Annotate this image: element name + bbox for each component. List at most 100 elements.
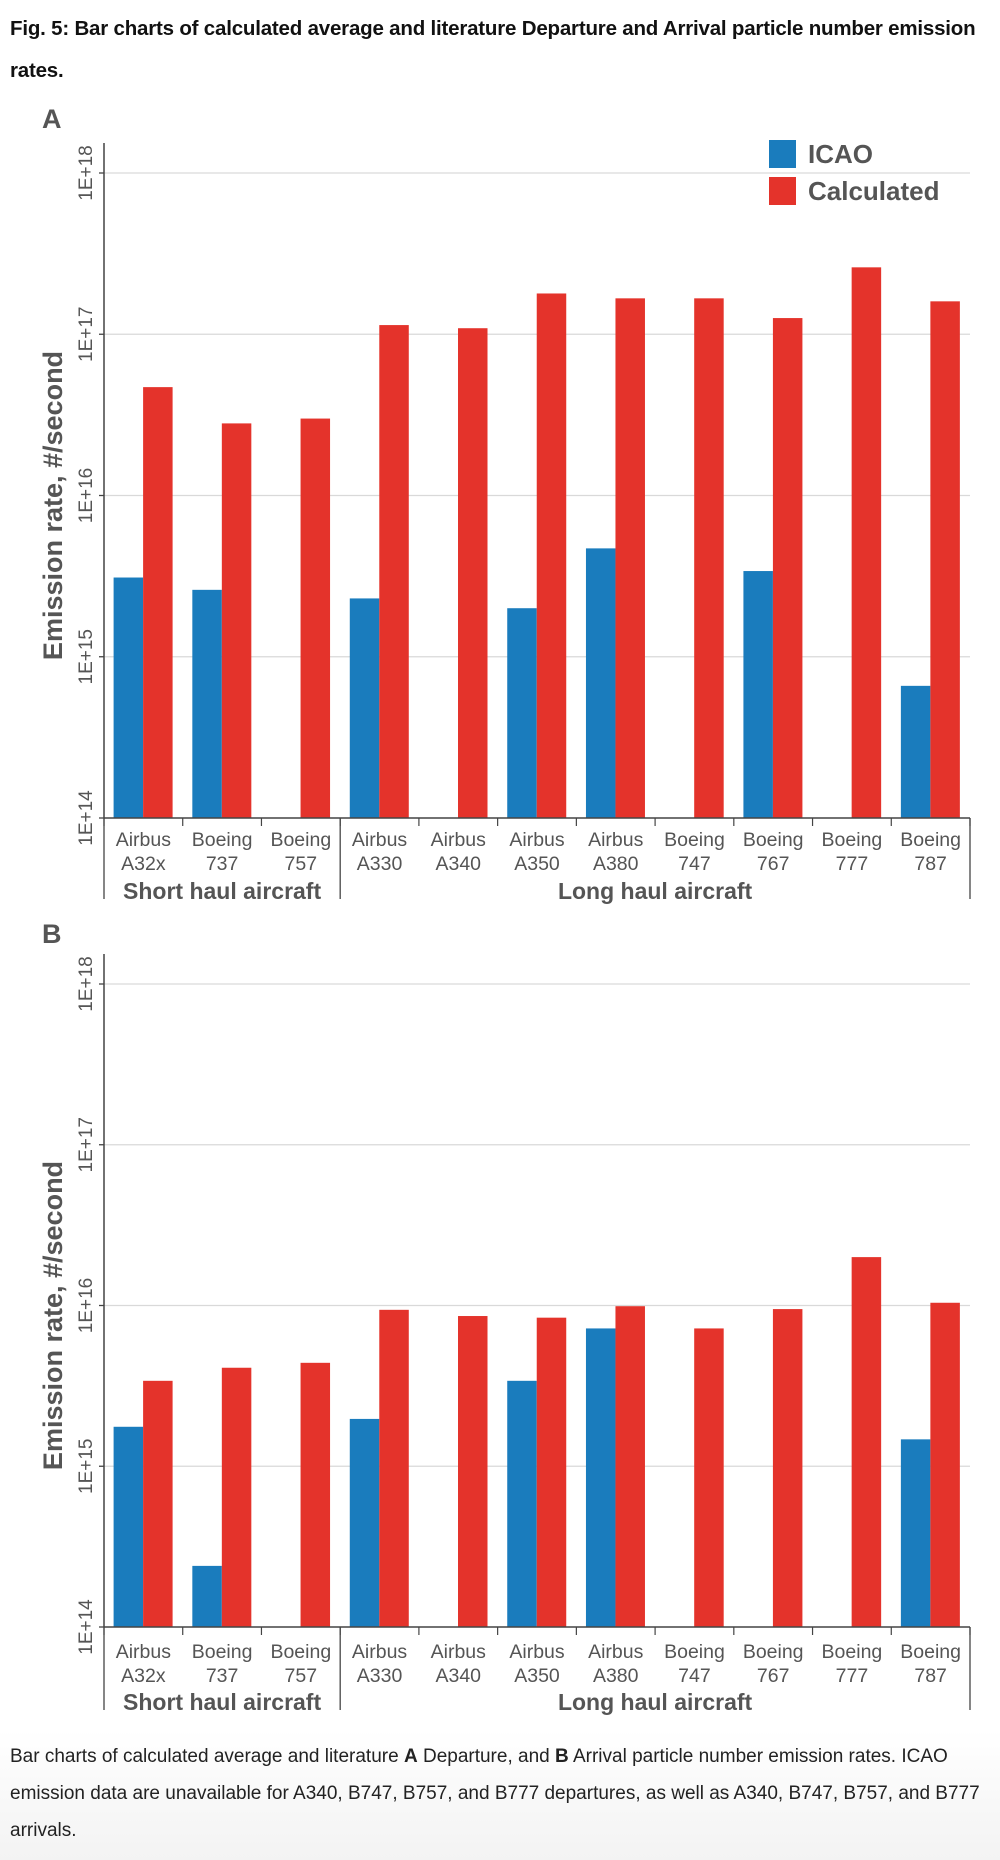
caption-panel-a: A: [403, 1746, 418, 1767]
y-axis-label: Emission rate, #/second: [38, 351, 68, 660]
category-label-line2: A340: [435, 853, 481, 875]
bar-calculated: [221, 1367, 252, 1627]
y-tick-label: 1E+17: [76, 1117, 97, 1172]
category-label-line1: Boeing: [822, 829, 883, 851]
category-label-line2: 767: [757, 853, 790, 875]
panel-label: B: [42, 919, 62, 949]
y-tick-label: 1E+16: [76, 1278, 97, 1333]
bar-icao: [900, 685, 931, 818]
caption-text: Departure, and: [417, 1746, 555, 1767]
y-tick-label: 1E+14: [76, 790, 97, 846]
category-label-line2: 757: [285, 1665, 318, 1687]
bar-icao: [507, 1380, 537, 1627]
category-label-line1: Boeing: [270, 829, 331, 851]
bar-icao: [192, 1565, 222, 1627]
y-axis-label: Emission rate, #/second: [38, 1161, 68, 1470]
bar-calculated: [143, 1380, 173, 1627]
category-label-line1: Boeing: [900, 829, 961, 851]
bar-icao: [585, 548, 616, 818]
caption-text: Arrival particle number emission rates. …: [10, 1746, 980, 1841]
category-label-line1: Airbus: [431, 1641, 487, 1663]
category-label-line1: Boeing: [664, 1641, 725, 1663]
bar-calculated: [221, 423, 252, 818]
y-tick-label: 1E+15: [76, 629, 97, 684]
legend-swatch-icao: [769, 140, 796, 168]
category-label-line2: 787: [914, 1665, 947, 1687]
category-label-line1: Boeing: [900, 1641, 961, 1663]
category-label-line1: Boeing: [192, 1641, 253, 1663]
bar-calculated: [300, 1362, 331, 1627]
category-label-line1: Boeing: [822, 1641, 883, 1663]
category-label-line2: 747: [678, 1665, 711, 1687]
bar-icao: [192, 589, 222, 818]
bar-calculated: [930, 301, 960, 818]
category-label-line1: Boeing: [743, 829, 804, 851]
y-tick-label: 1E+14: [76, 1599, 97, 1655]
bar-calculated: [694, 298, 724, 818]
bar-icao: [743, 571, 773, 818]
category-label-line2: A380: [593, 1665, 639, 1687]
bar-calculated: [458, 1316, 488, 1627]
bar-calculated: [930, 1302, 960, 1627]
legend-label: Calculated: [808, 176, 940, 206]
category-label-line2: 737: [206, 853, 239, 875]
category-label-line2: A380: [593, 853, 639, 875]
category-label-line1: Airbus: [116, 1641, 172, 1663]
y-tick-label: 1E+18: [76, 956, 97, 1011]
bar-icao: [507, 608, 537, 818]
category-label-line1: Boeing: [664, 829, 725, 851]
bar-icao: [113, 1426, 144, 1627]
bar-icao: [900, 1439, 931, 1627]
category-label-line2: 787: [914, 853, 947, 875]
legend-label: ICAO: [808, 139, 873, 169]
category-label-line1: Airbus: [588, 1641, 644, 1663]
bar-icao: [113, 577, 144, 818]
category-label-line2: A350: [514, 853, 560, 875]
category-label-line1: Boeing: [743, 1641, 804, 1663]
group-label: Long haul aircraft: [558, 1689, 753, 1715]
bar-calculated: [851, 1257, 882, 1627]
y-tick-label: 1E+16: [76, 468, 97, 523]
legend-swatch-calculated: [769, 177, 796, 205]
y-tick-label: 1E+15: [76, 1439, 97, 1494]
category-label-line2: A330: [357, 1665, 403, 1687]
bar-calculated: [615, 298, 645, 818]
category-label-line2: 777: [836, 853, 869, 875]
category-label-line2: A340: [435, 1665, 481, 1687]
bar-calculated: [694, 1328, 724, 1627]
category-label-line1: Boeing: [192, 829, 253, 851]
bar-calculated: [379, 1309, 409, 1627]
bar-calculated: [458, 328, 488, 818]
category-label-line2: A32x: [121, 853, 166, 875]
group-label: Short haul aircraft: [123, 1689, 321, 1715]
category-label-line1: Airbus: [352, 829, 408, 851]
bar-calculated: [143, 387, 173, 818]
y-tick-label: 1E+17: [76, 307, 97, 362]
category-label-line2: 747: [678, 853, 711, 875]
caption-panel-b: B: [555, 1746, 569, 1767]
bar-icao: [585, 1328, 616, 1627]
bar-calculated: [300, 418, 331, 818]
category-label-line2: 777: [836, 1665, 869, 1687]
figure-title: Fig. 5: Bar charts of calculated average…: [10, 17, 976, 82]
bar-calculated: [772, 318, 803, 818]
category-label-line2: 737: [206, 1665, 239, 1687]
category-label-line1: Airbus: [352, 1641, 408, 1663]
category-label-line2: A350: [514, 1665, 560, 1687]
category-label-line2: 767: [757, 1665, 790, 1687]
bar-calculated: [851, 267, 882, 818]
bar-calculated: [536, 1317, 567, 1627]
caption-text: Bar charts of calculated average and lit…: [10, 1746, 404, 1767]
y-tick-label: 1E+18: [76, 145, 97, 200]
bar-calculated: [536, 293, 567, 819]
bar-calculated: [772, 1309, 803, 1627]
category-label-line2: 757: [285, 853, 318, 875]
category-label-line1: Airbus: [509, 1641, 565, 1663]
panel-label: A: [42, 104, 62, 134]
bar-icao: [349, 1418, 380, 1627]
category-label-line1: Boeing: [270, 1641, 331, 1663]
group-label: Long haul aircraft: [558, 878, 753, 904]
caption-background: [0, 1730, 1000, 1860]
